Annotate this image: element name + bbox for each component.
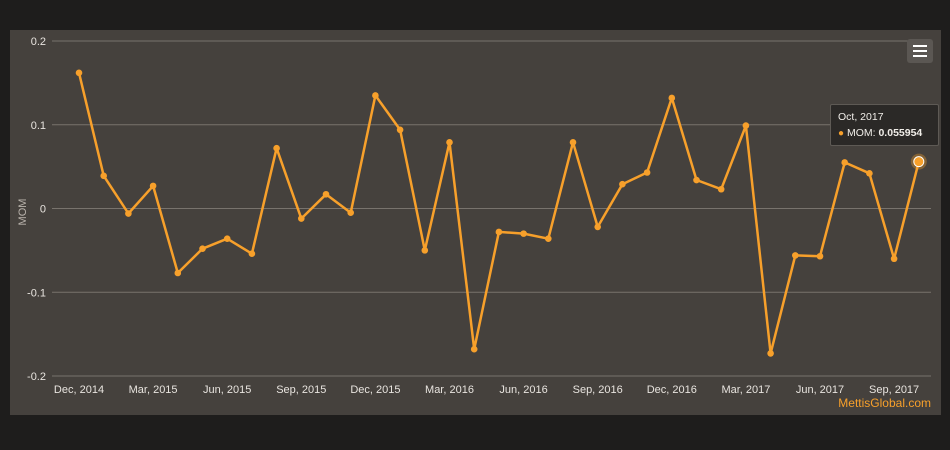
x-tick-label: Sep, 2016	[573, 384, 623, 396]
data-point[interactable]	[125, 210, 132, 217]
data-point[interactable]	[149, 182, 157, 190]
data-point[interactable]	[421, 247, 429, 254]
tooltip-title: Oct, 2017	[838, 111, 884, 123]
x-tick-label: Sep, 2015	[276, 384, 326, 396]
data-point[interactable]	[248, 250, 256, 258]
x-tick-label: Mar, 2015	[129, 384, 178, 396]
data-point[interactable]	[668, 94, 676, 102]
x-tick-label: Sep, 2017	[869, 384, 919, 396]
data-point[interactable]	[717, 185, 725, 193]
data-point[interactable]	[866, 170, 873, 177]
data-point[interactable]	[643, 169, 651, 176]
data-point[interactable]	[100, 172, 107, 180]
data-point[interactable]	[470, 345, 478, 353]
y-tick-label: 0.2	[31, 36, 46, 48]
x-tick-label: Dec, 2014	[54, 384, 104, 396]
data-point[interactable]	[446, 139, 453, 146]
data-point[interactable]	[767, 350, 774, 357]
data-point[interactable]	[742, 122, 750, 129]
chart-menu-button[interactable]	[907, 39, 933, 63]
data-point[interactable]	[347, 209, 355, 216]
data-point[interactable]	[619, 180, 626, 188]
data-point[interactable]	[792, 252, 799, 259]
x-tick-label: Jun, 2017	[796, 384, 844, 396]
data-point[interactable]	[520, 230, 527, 237]
x-tick-label: Mar, 2016	[425, 384, 474, 396]
tooltip-value: 0.055954	[878, 127, 923, 139]
data-point[interactable]	[372, 92, 379, 99]
series-line	[77, 72, 921, 355]
data-point[interactable]	[273, 144, 280, 152]
data-point[interactable]	[174, 269, 182, 277]
y-tick-label: -0.1	[27, 287, 46, 299]
y-axis-title: MOM	[17, 199, 29, 226]
data-point[interactable]	[396, 126, 404, 134]
hamburger-menu-icon	[913, 45, 927, 47]
data-point[interactable]	[75, 69, 83, 77]
data-point[interactable]	[594, 223, 601, 231]
data-point[interactable]	[569, 139, 577, 146]
data-point[interactable]	[298, 215, 305, 222]
y-tick-label: 0.1	[31, 120, 46, 132]
x-tick-label: Jun, 2015	[203, 384, 251, 396]
data-point[interactable]	[545, 235, 552, 242]
series-dot-icon: ●	[838, 128, 845, 139]
data-tooltip: Oct, 2017 ● MOM: 0.055954	[830, 104, 939, 146]
data-point[interactable]	[223, 235, 231, 242]
data-point[interactable]	[495, 228, 503, 236]
y-tick-label: -0.2	[27, 371, 46, 383]
data-point[interactable]	[913, 156, 925, 168]
x-tick-label: Dec, 2015	[350, 384, 400, 396]
data-point[interactable]	[199, 245, 206, 252]
data-point[interactable]	[322, 190, 330, 198]
x-tick-label: Jun, 2016	[499, 384, 547, 396]
data-point[interactable]	[693, 176, 700, 184]
tooltip-series-label: MOM:	[846, 127, 876, 139]
data-point[interactable]	[890, 255, 898, 263]
data-point[interactable]	[816, 252, 824, 260]
chart-container: 0.2 0.1 0 -0.1 -0.2 Dec, 2014 Mar, 2015 Jun, 2…	[10, 30, 941, 415]
y-tick-label: 0	[40, 204, 46, 216]
line-chart: 0.2 0.1 0 -0.1 -0.2 Dec, 2014 Mar, 2015 Jun, 2…	[17, 36, 931, 396]
x-tick-label: Mar, 2017	[721, 384, 770, 396]
credits-link[interactable]: MettisGlobal.com	[838, 396, 931, 410]
data-point[interactable]	[841, 159, 848, 166]
x-tick-label: Dec, 2016	[647, 384, 697, 396]
